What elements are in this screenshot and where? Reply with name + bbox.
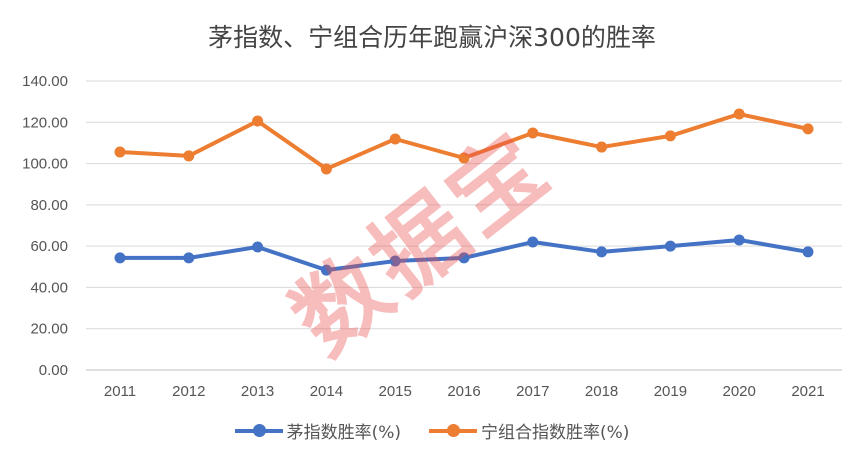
legend-label: 宁组合指数胜率(%) <box>481 423 630 443</box>
y-tick-label: 120.00 <box>22 114 68 131</box>
y-tick-label: 40.00 <box>30 279 68 296</box>
data-point <box>114 252 126 264</box>
x-tick-label: 2017 <box>516 383 549 400</box>
data-point <box>664 130 676 142</box>
legend-item-ning[interactable]: 宁组合指数胜率(%) <box>429 418 629 443</box>
legend: 茅指数胜率(%) 宁组合指数胜率(%) <box>0 418 864 443</box>
y-tick-label: 80.00 <box>30 197 68 214</box>
x-tick-label: 2021 <box>791 383 824 400</box>
data-point <box>183 150 195 162</box>
x-tick-label: 2012 <box>172 383 205 400</box>
data-point <box>527 236 539 248</box>
data-point <box>527 127 539 139</box>
x-tick-label: 2016 <box>447 383 480 400</box>
legend-label: 茅指数胜率(%) <box>286 423 401 443</box>
data-point <box>458 152 470 164</box>
data-point <box>252 241 264 253</box>
x-tick-label: 2019 <box>654 383 687 400</box>
x-tick-label: 2018 <box>585 383 618 400</box>
data-point <box>389 133 401 145</box>
data-point <box>733 108 745 120</box>
x-tick-label: 2013 <box>241 383 274 400</box>
data-point <box>320 264 332 276</box>
data-point <box>458 252 470 264</box>
x-tick-label: 2011 <box>104 383 136 400</box>
data-point <box>802 123 814 135</box>
data-point <box>114 146 126 158</box>
y-tick-label: 60.00 <box>30 238 68 255</box>
y-tick-label: 140.00 <box>22 73 68 90</box>
data-point <box>389 255 401 267</box>
x-tick-label: 2020 <box>723 383 756 400</box>
data-point <box>733 234 745 246</box>
x-tick-label: 2015 <box>379 383 412 400</box>
data-point <box>664 240 676 252</box>
y-tick-label: 20.00 <box>30 321 68 338</box>
data-point <box>596 246 608 258</box>
chart-title: 茅指数、宁组合历年跑赢沪深300的胜率 <box>208 23 656 52</box>
data-point <box>596 141 608 153</box>
data-point <box>802 246 814 258</box>
data-point <box>320 163 332 175</box>
data-point <box>252 115 264 127</box>
data-point <box>183 252 195 264</box>
y-tick-label: 100.00 <box>22 156 68 173</box>
y-tick-label: 0.00 <box>39 362 68 379</box>
legend-swatch <box>234 423 283 437</box>
legend-swatch <box>429 423 477 437</box>
legend-item-mao[interactable]: 茅指数胜率(%) <box>234 418 401 443</box>
x-tick-label: 2014 <box>310 383 343 400</box>
